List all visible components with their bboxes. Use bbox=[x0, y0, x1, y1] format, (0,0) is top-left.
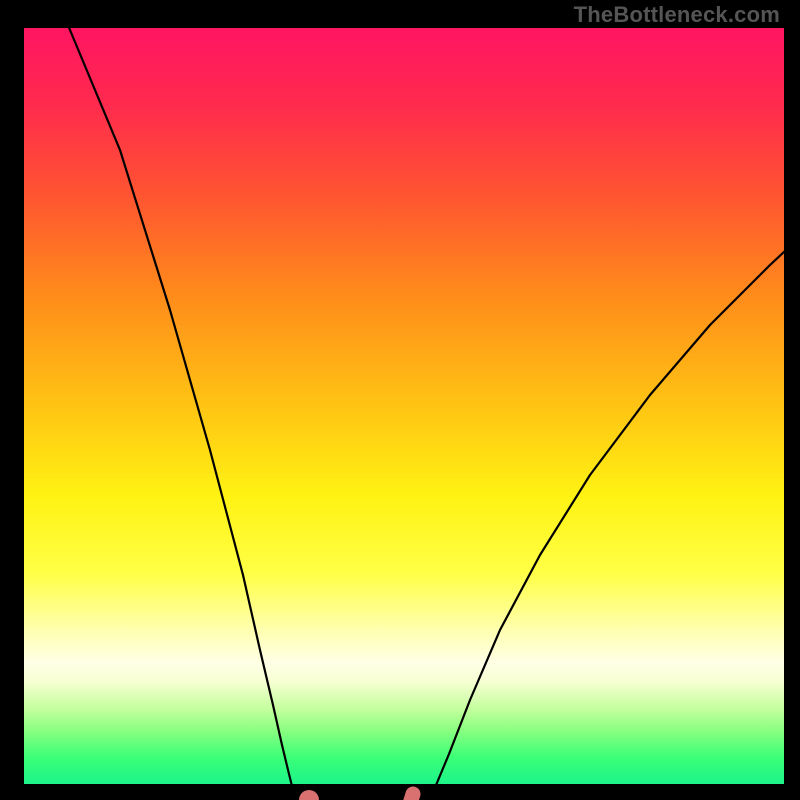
watermark-text: TheBottleneck.com bbox=[574, 2, 780, 28]
plot-area bbox=[24, 28, 784, 784]
highlight-segment bbox=[405, 794, 413, 800]
chart-container: TheBottleneck.com bbox=[0, 0, 800, 800]
bottleneck-curve-chart bbox=[0, 0, 800, 800]
